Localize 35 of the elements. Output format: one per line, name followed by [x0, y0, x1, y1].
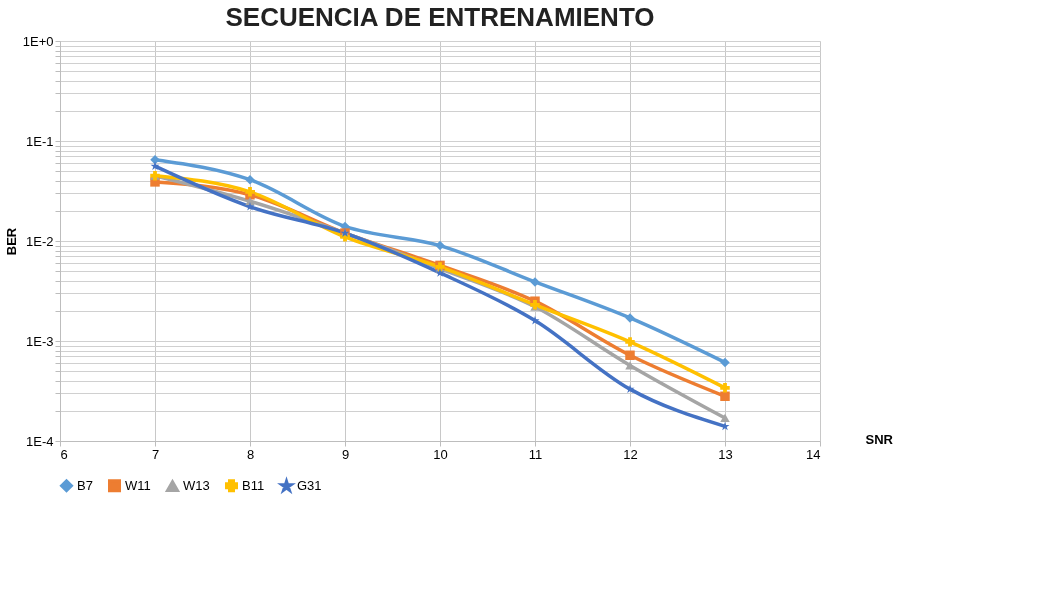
point — [435, 268, 445, 277]
x-tick-label: 6 — [60, 446, 68, 462]
point — [245, 202, 255, 211]
x-tick-label: 14 — [806, 446, 821, 462]
legend-label: G31 — [297, 478, 322, 494]
point — [245, 174, 255, 185]
point — [530, 315, 540, 325]
point — [720, 357, 730, 368]
x-axis-title: SNR — [865, 431, 894, 447]
legend-label: W13 — [183, 478, 210, 494]
point — [720, 413, 730, 423]
x-tick-label: 8 — [246, 446, 255, 462]
x-tick-label: 11 — [528, 446, 543, 462]
x-tick-label: 13 — [718, 446, 733, 462]
y-tick-label: 1E+0 — [22, 33, 54, 49]
point — [720, 383, 730, 393]
x-tick-label: 7 — [151, 446, 160, 462]
point — [435, 240, 445, 251]
x-tick-label: 9 — [341, 446, 350, 462]
point — [625, 350, 635, 361]
x-tick-label: 12 — [623, 446, 638, 462]
point — [720, 391, 730, 402]
point — [625, 361, 635, 370]
legend-label: B7 — [77, 477, 93, 493]
point — [625, 337, 635, 347]
y-tick-label: 1E-3 — [26, 333, 54, 349]
chart-title: SECUENCIA DE ENTRENAMIENTO — [225, 2, 655, 32]
y-axis-title: BER — [3, 227, 19, 256]
legend-label: W11 — [125, 477, 151, 493]
x-tick-label: 10 — [433, 446, 448, 462]
y-tick-label: 1E-2 — [26, 233, 54, 249]
y-tick-label: 1E-4 — [26, 433, 54, 449]
legend-label: B11 — [242, 477, 265, 493]
point — [150, 154, 160, 165]
y-tick-label: 1E-1 — [26, 133, 54, 149]
